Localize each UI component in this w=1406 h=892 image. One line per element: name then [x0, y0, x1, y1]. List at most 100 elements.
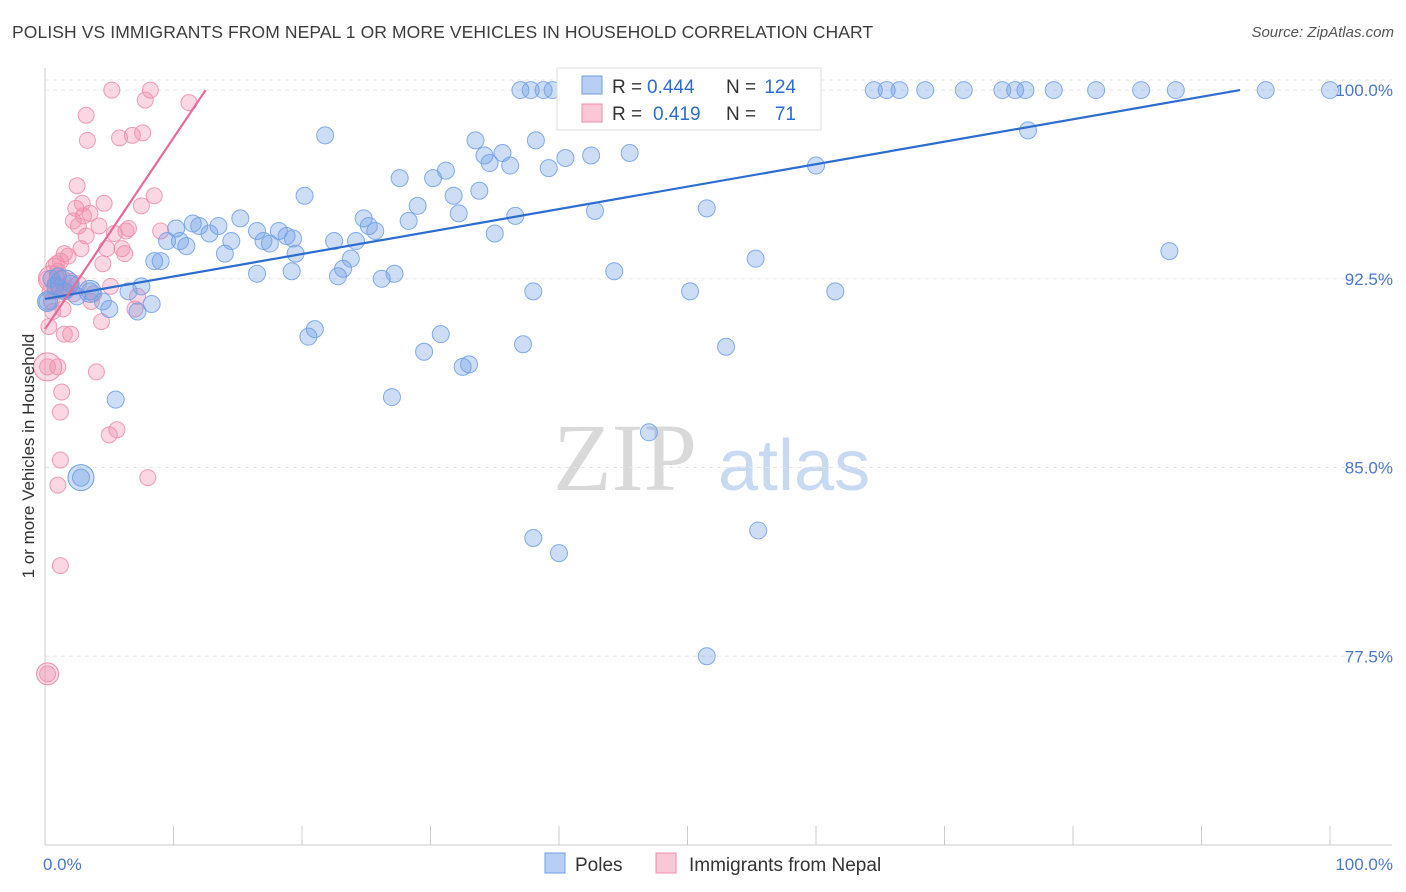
nepal-series-swatch: [655, 852, 677, 874]
data-point: [639, 423, 658, 442]
data-point: [128, 302, 147, 321]
data-point: [449, 204, 468, 223]
data-point: [299, 327, 318, 346]
data-point: [68, 177, 86, 195]
data-point: [697, 647, 716, 666]
data-point: [556, 149, 575, 168]
data-point: [697, 199, 716, 218]
data-point-large: [36, 662, 60, 686]
data-point: [111, 129, 129, 147]
trend-lines: [44, 88, 1241, 330]
nepal-legend-swatch: [581, 103, 603, 123]
stats-legend: R = 0.444 N = 124 R = 0.419 N = 71: [556, 67, 822, 131]
data-point: [282, 262, 301, 281]
data-point: [470, 181, 489, 200]
data-point: [113, 240, 131, 258]
data-point: [55, 325, 73, 343]
watermark-atlas: atlas: [718, 426, 870, 506]
data-point: [62, 325, 80, 343]
data-point: [524, 282, 543, 301]
nepal-n-value: 71: [775, 104, 796, 125]
grid-lines: [45, 79, 1392, 657]
data-point: [480, 154, 499, 173]
data-point: [511, 81, 530, 100]
poles-legend-swatch: [581, 75, 603, 95]
data-point: [51, 451, 69, 469]
chart-source: Source: ZipAtlas.com: [1251, 24, 1394, 41]
data-point: [1016, 81, 1035, 100]
data-point: [73, 194, 91, 212]
data-point: [526, 131, 545, 150]
data-point: [71, 468, 90, 487]
data-point: [1321, 81, 1339, 100]
data-point: [717, 337, 736, 356]
y-axis-title: 1 or more Vehicles in Household: [19, 334, 38, 579]
data-point: [916, 81, 935, 100]
data-point: [877, 81, 896, 100]
y-tick-labels: 100.0% 92.5% 85.0% 77.5%: [1335, 81, 1393, 666]
data-point: [231, 209, 250, 228]
poles-r-value: 0.444: [647, 77, 695, 98]
data-point: [200, 224, 219, 243]
data-point: [77, 227, 95, 245]
data-point: [142, 294, 161, 313]
data-point: [954, 81, 973, 100]
data-point: [521, 81, 540, 100]
data-point: [864, 81, 883, 100]
data-point: [103, 81, 121, 99]
data-point: [151, 252, 170, 271]
data-point-large: [37, 290, 59, 312]
data-point: [539, 159, 558, 178]
data-point: [78, 131, 96, 149]
data-point: [248, 221, 267, 240]
data-point: [399, 211, 418, 230]
data-point: [90, 217, 108, 235]
data-point: [40, 318, 58, 336]
data-point: [681, 282, 700, 301]
data-point: [385, 264, 404, 283]
data-point: [100, 299, 119, 318]
data-point: [134, 124, 152, 142]
data-point: [158, 232, 177, 251]
data-point: [325, 232, 344, 251]
data-point: [460, 355, 479, 374]
data-point: [431, 325, 450, 344]
nepal-r-label: R =: [612, 104, 642, 125]
y-tick-label: 100.0%: [1335, 81, 1393, 100]
data-point: [466, 131, 485, 150]
series-legend: Poles Immigrants from Nepal: [544, 852, 881, 876]
data-point: [145, 187, 163, 205]
data-point: [53, 383, 71, 401]
data-point: [145, 252, 164, 271]
data-point: [444, 186, 463, 205]
data-point: [366, 221, 385, 240]
data-point: [72, 240, 90, 258]
poles-series-swatch: [544, 852, 566, 874]
nepal-points: [33, 81, 198, 686]
x-tick-label-min: 0.0%: [43, 855, 82, 874]
data-point: [39, 358, 57, 376]
data-point: [382, 388, 401, 407]
data-point: [132, 197, 150, 215]
data-point: [94, 255, 112, 273]
data-point: [341, 249, 360, 268]
data-point: [408, 196, 427, 215]
poles-n-label: N =: [726, 77, 756, 98]
data-point: [51, 403, 69, 421]
data-point: [749, 521, 768, 540]
data-point: [295, 186, 314, 205]
data-point: [129, 287, 147, 305]
data-point: [87, 363, 105, 381]
data-point: [136, 91, 154, 109]
data-point: [284, 229, 303, 248]
data-point: [1044, 81, 1063, 100]
data-point: [1166, 81, 1185, 100]
chart-title: POLISH VS IMMIGRANTS FROM NEPAL 1 OR MOR…: [12, 22, 874, 42]
poles-n-value: 124: [764, 77, 796, 98]
data-point: [190, 216, 209, 235]
data-point: [139, 469, 157, 487]
data-point: [39, 665, 57, 683]
data-point: [152, 222, 170, 240]
poles-points: [37, 81, 1339, 666]
